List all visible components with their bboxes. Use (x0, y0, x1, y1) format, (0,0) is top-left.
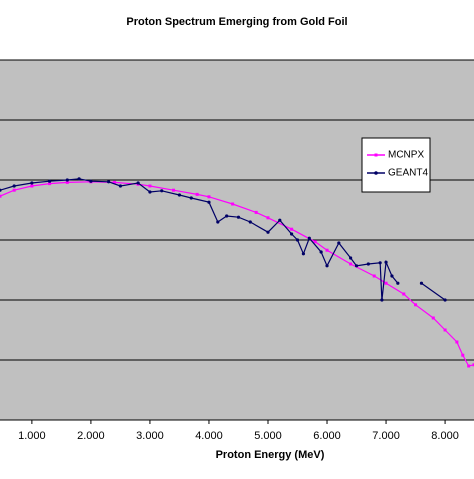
marker (216, 220, 219, 223)
marker (119, 184, 122, 187)
marker (178, 193, 181, 196)
legend-label: GEANT4 (388, 168, 428, 179)
legend-box (362, 138, 430, 192)
marker (30, 185, 33, 188)
marker (367, 262, 370, 265)
marker (13, 189, 16, 192)
marker (231, 203, 234, 206)
marker (255, 211, 258, 214)
marker (414, 303, 417, 306)
marker (455, 341, 458, 344)
marker (444, 329, 447, 332)
marker (373, 275, 376, 278)
marker (207, 195, 210, 198)
marker (420, 282, 423, 285)
marker (290, 232, 293, 235)
marker (380, 298, 383, 301)
x-tick-label: 7.000 (372, 430, 400, 442)
x-tick-label: 8.000 (431, 430, 459, 442)
marker (337, 241, 340, 244)
x-tick-label: 2.000 (77, 430, 105, 442)
marker (107, 180, 110, 183)
marker (207, 201, 210, 204)
marker (320, 250, 323, 253)
x-tick-label: 5.000 (254, 430, 282, 442)
marker (66, 178, 69, 181)
marker (296, 238, 299, 241)
marker (402, 293, 405, 296)
marker (237, 216, 240, 219)
marker (349, 256, 352, 259)
marker (385, 282, 388, 285)
marker (461, 354, 464, 357)
marker (13, 184, 16, 187)
marker (89, 180, 92, 183)
marker (148, 190, 151, 193)
marker (302, 252, 305, 255)
marker (30, 181, 33, 184)
marker (396, 282, 399, 285)
marker (266, 231, 269, 234)
marker (308, 237, 311, 240)
marker (390, 274, 393, 277)
marker (443, 298, 446, 301)
marker (196, 193, 199, 196)
x-tick-label: 1.000 (18, 430, 46, 442)
marker (0, 195, 2, 198)
marker (326, 249, 329, 252)
legend-label: MCNPX (388, 150, 424, 161)
marker (225, 214, 228, 217)
marker (290, 228, 293, 231)
marker (190, 196, 193, 199)
chart-title: Proton Spectrum Emerging from Gold Foil (126, 16, 347, 28)
x-tick-label: 4.000 (195, 430, 223, 442)
marker (432, 317, 435, 320)
marker (48, 180, 51, 183)
marker (467, 365, 470, 368)
x-axis-title: Proton Energy (MeV) (216, 449, 325, 461)
marker (278, 219, 281, 222)
marker (160, 189, 163, 192)
x-tick-label: 6.000 (313, 430, 341, 442)
marker (172, 189, 175, 192)
marker (349, 263, 352, 266)
marker (266, 216, 269, 219)
legend-marker (375, 154, 378, 157)
marker (148, 185, 151, 188)
marker (137, 181, 140, 184)
marker (384, 261, 387, 264)
marker (325, 264, 328, 267)
marker (379, 261, 382, 264)
marker (77, 177, 80, 180)
legend-marker (374, 171, 378, 175)
x-tick-label: 3.000 (136, 430, 164, 442)
marker (355, 264, 358, 267)
marker (314, 240, 317, 243)
marker (249, 220, 252, 223)
